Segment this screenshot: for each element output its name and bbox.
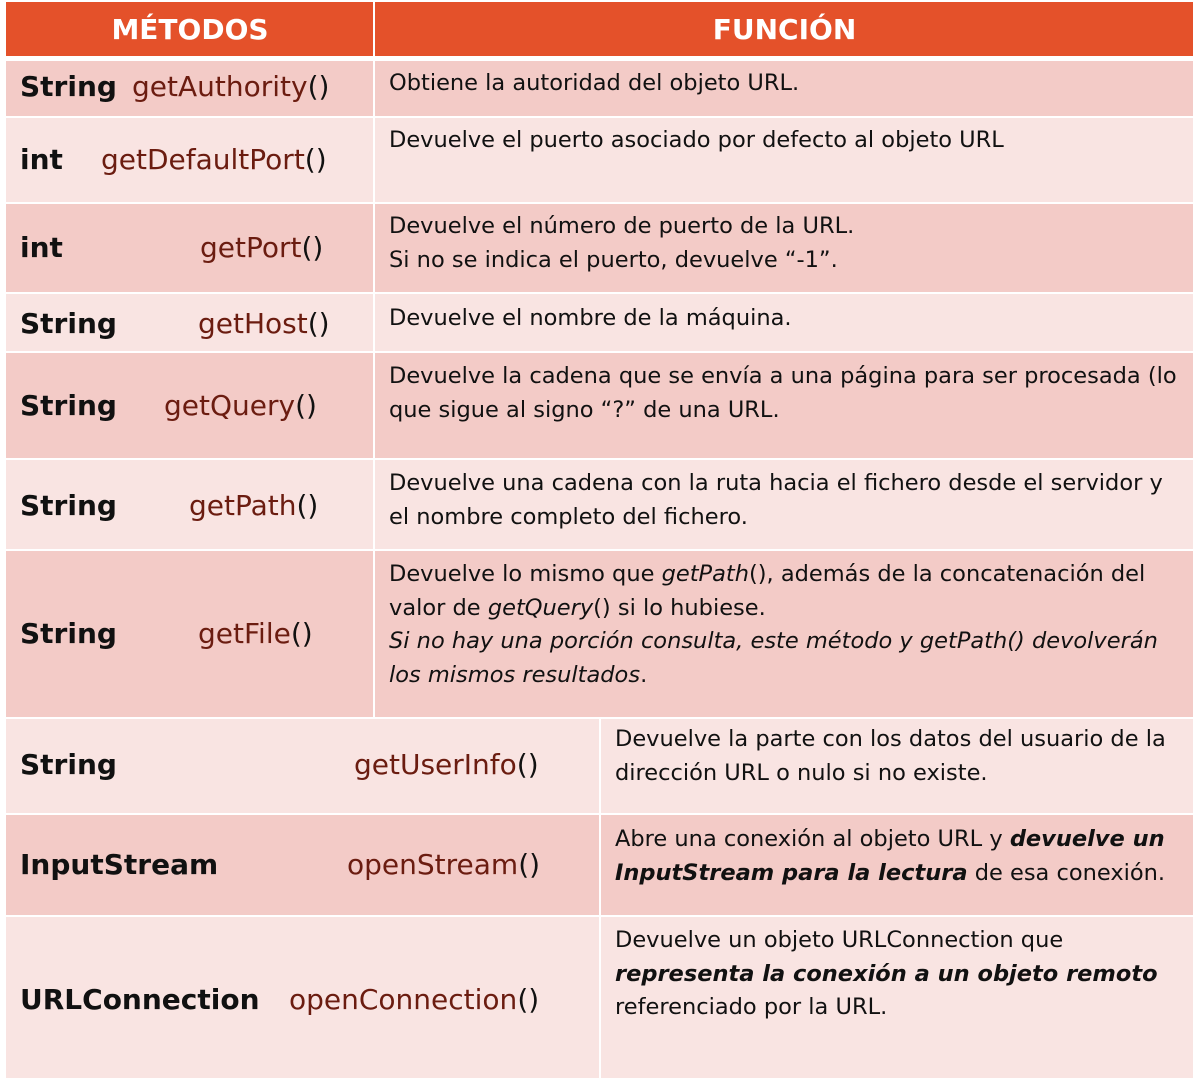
method-name: openStream()	[347, 848, 541, 881]
table-row: String getQuery() Devuelve la cadena que…	[6, 353, 1193, 458]
table-row: String getFile() Devuelve lo mismo que g…	[6, 551, 1193, 717]
method-description: Devuelve el número de puerto de la URL. …	[389, 213, 855, 273]
method-name: getPort()	[200, 231, 324, 264]
method-description: Devuelve un objeto URLConnection que rep…	[615, 927, 1158, 1020]
method-description: Devuelve la parte con los datos del usua…	[615, 726, 1166, 786]
method-description: Devuelve el nombre de la máquina.	[389, 305, 792, 331]
column-divider	[599, 917, 601, 1078]
return-type: String	[20, 307, 117, 340]
return-type: String	[20, 70, 117, 103]
method-description: Abre una conexión al objeto URL y devuel…	[615, 826, 1166, 886]
column-divider	[373, 294, 375, 351]
column-divider	[373, 460, 375, 549]
table-row: String getAuthority() Obtiene la autorid…	[6, 61, 1193, 116]
table-row: int getPort() Devuelve el número de puer…	[6, 204, 1193, 292]
column-divider	[373, 2, 375, 56]
column-divider	[373, 61, 375, 116]
return-type: String	[20, 617, 117, 650]
return-type: String	[20, 748, 117, 781]
return-type: int	[20, 231, 63, 264]
column-divider	[373, 118, 375, 202]
return-type: int	[20, 143, 63, 176]
table-row: String getUserInfo() Devuelve la parte c…	[6, 719, 1193, 813]
return-type: String	[20, 489, 117, 522]
method-description: Obtiene la autoridad del objeto URL.	[389, 70, 800, 96]
return-type: String	[20, 389, 117, 422]
method-name: getDefaultPort()	[101, 143, 327, 176]
method-name: getAuthority()	[132, 70, 330, 103]
column-divider	[373, 551, 375, 717]
method-name: openConnection()	[289, 983, 540, 1016]
method-name: getUserInfo()	[354, 748, 539, 781]
header-methods: MÉTODOS	[111, 12, 269, 46]
column-divider	[373, 353, 375, 458]
column-divider	[599, 719, 601, 813]
method-description: Devuelve lo mismo que getPath(), además …	[389, 561, 1158, 688]
return-type: URLConnection	[20, 983, 260, 1016]
return-type: InputStream	[20, 848, 219, 881]
method-name: getFile()	[198, 617, 313, 650]
table-header: MÉTODOS FUNCIÓN	[6, 2, 1193, 56]
method-description: Devuelve el puerto asociado por defecto …	[389, 127, 1004, 153]
method-name: getQuery()	[164, 389, 317, 422]
method-description: Devuelve una cadena con la ruta hacia el…	[389, 470, 1163, 530]
column-divider	[373, 204, 375, 292]
table-row: InputStream openStream() Abre una conexi…	[6, 815, 1193, 915]
column-divider	[599, 815, 601, 915]
method-name: getHost()	[198, 307, 330, 340]
method-description: Devuelve la cadena que se envía a una pá…	[389, 363, 1177, 423]
header-function: FUNCIÓN	[712, 12, 857, 46]
method-name: getPath()	[189, 489, 319, 522]
table-row: String getPath() Devuelve una cadena con…	[6, 460, 1193, 549]
table-row: URLConnection openConnection() Devuelve …	[6, 917, 1193, 1078]
table-row: String getHost() Devuelve el nombre de l…	[6, 294, 1193, 351]
table-row: int getDefaultPort() Devuelve el puerto …	[6, 118, 1193, 202]
